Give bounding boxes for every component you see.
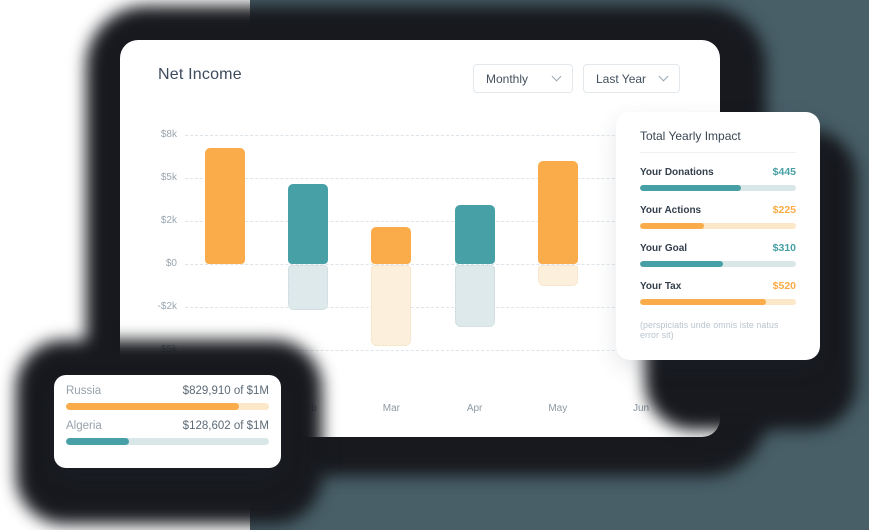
impact-footnote: (perspiciatis unde omnis iste natus erro…: [640, 320, 779, 340]
impact-row-label: Your Goal: [640, 243, 688, 254]
impact-progress-bar: [640, 299, 796, 305]
impact-row-label: Your Actions: [640, 205, 702, 216]
impact-progress-fill: [640, 261, 723, 267]
x-axis-tick-label: Mar: [382, 403, 400, 414]
country-amount: $128,602 of $1M: [182, 420, 269, 432]
country-row: Algeria $128,602 of $1M: [66, 420, 269, 445]
gridline: [185, 221, 710, 222]
gridline: [185, 135, 710, 136]
y-axis-tick-label: $0: [165, 258, 177, 269]
country-label: Algeria: [66, 420, 102, 432]
impact-row-value: $520: [772, 280, 796, 292]
bar-positive-Apr[interactable]: [454, 205, 495, 264]
country-row: Russia $829,910 of $1M: [66, 385, 269, 410]
bar-negative-Feb[interactable]: [288, 265, 329, 310]
impact-progress-bar: [640, 223, 796, 229]
impact-card-title: Total Yearly Impact: [640, 129, 741, 143]
bar-positive-jan[interactable]: [205, 147, 245, 264]
x-axis-tick-label: Apr: [466, 403, 483, 414]
country-progress-bar: [66, 438, 269, 445]
country-progress-fill: [66, 438, 129, 445]
impact-row-value: $445: [772, 166, 796, 178]
y-axis-tick-label: -$2k: [157, 301, 177, 312]
impact-row: Your Tax $520: [640, 280, 796, 305]
bar-positive-Mar[interactable]: [371, 227, 412, 264]
bar-chart: $8k$5k$2k$0-$2k-$5kFebMarAprMayJun: [158, 129, 710, 414]
bar-negative-Mar[interactable]: [371, 265, 412, 346]
impact-progress-fill: [640, 299, 767, 305]
impact-row-label: Your Donations: [640, 167, 714, 178]
impact-row-label: Your Tax: [640, 281, 682, 292]
x-axis-tick-label: May: [548, 403, 568, 414]
period-dropdown-value: Monthly: [486, 71, 529, 86]
impact-row-value: $310: [772, 242, 796, 254]
bar-positive-Feb[interactable]: [288, 183, 329, 264]
bar-negative-May[interactable]: [537, 265, 578, 286]
country-progress-bar: [66, 403, 269, 410]
y-axis-tick-label: $5k: [160, 172, 177, 183]
country-label: Russia: [66, 385, 102, 397]
impact-progress-fill: [640, 223, 704, 229]
bar-negative-Apr[interactable]: [454, 265, 495, 328]
impact-row: Your Actions $225: [640, 204, 796, 229]
gridline: [185, 350, 710, 351]
gridline: [185, 264, 710, 265]
impact-row: Your Goal $310: [640, 242, 796, 267]
period-dropdown[interactable]: Monthly: [473, 64, 573, 93]
gridline: [185, 178, 710, 179]
countries-progress-card: Russia $829,910 of $1M Algeria $128,602 of …: [54, 375, 281, 468]
country-amount: $829,910 of $1M: [182, 385, 269, 397]
impact-progress-fill: [640, 185, 742, 191]
impact-progress-bar: [640, 261, 796, 267]
page-title: Net Income: [158, 66, 242, 83]
x-axis-tick-label: Jun: [632, 403, 650, 414]
chevron-down-icon: [551, 71, 562, 82]
bar-positive-May[interactable]: [537, 160, 578, 264]
chevron-down-icon: [658, 71, 669, 82]
impact-row-value: $225: [772, 204, 796, 216]
range-dropdown-value: Last Year: [596, 71, 647, 86]
range-dropdown[interactable]: Last Year: [583, 64, 680, 93]
gridline: [185, 307, 710, 308]
country-progress-fill: [66, 403, 239, 410]
y-axis-tick-label: $2k: [160, 215, 177, 226]
divider: [640, 152, 796, 153]
impact-progress-bar: [640, 185, 796, 191]
impact-row: Your Donations $445: [640, 166, 796, 191]
total-yearly-impact-card: Total Yearly Impact Your Donations $445 Yo…: [616, 112, 820, 360]
y-axis-tick-label: $8k: [160, 129, 177, 140]
